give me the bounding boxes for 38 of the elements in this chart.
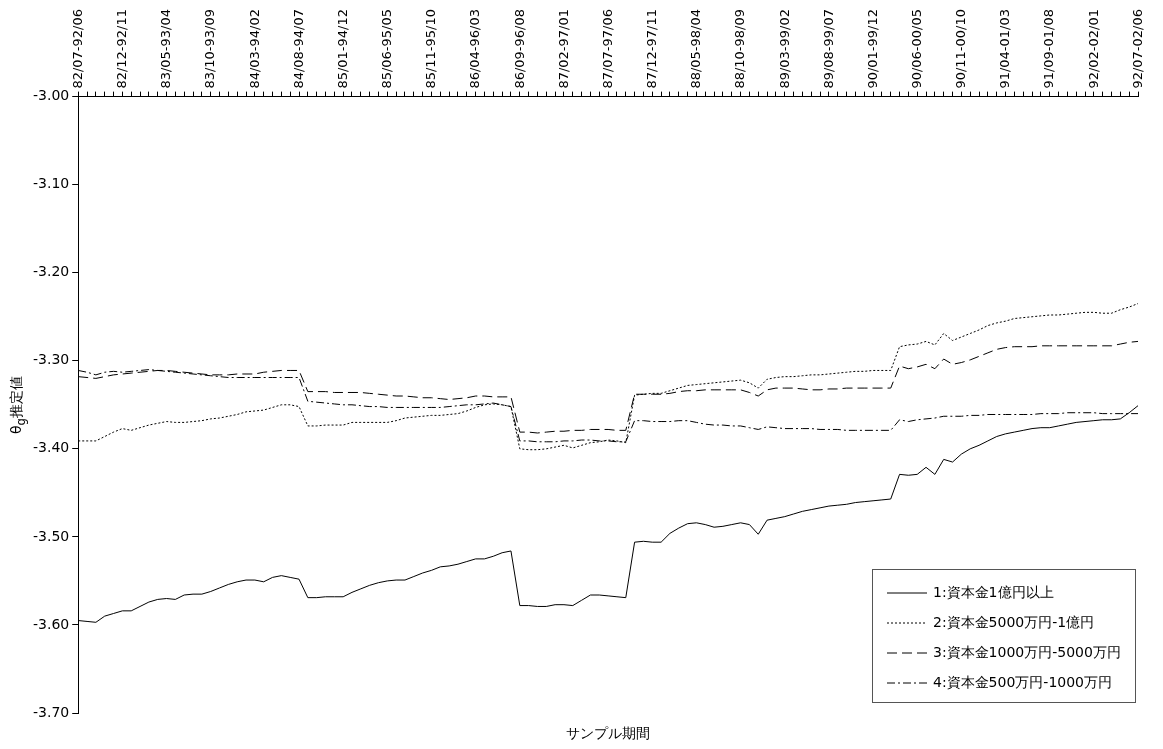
x-tick-label: 82/07-92/06 [70,8,85,89]
y-tick-label: -3.10 [32,175,70,192]
x-tick-label: 84/03-94/02 [246,8,262,89]
y-tick-label: -3.60 [32,615,70,632]
x-tick-label: 86/04-96/03 [467,8,483,89]
legend-label: 2:資本金5000万円-1億円 [933,614,1095,632]
x-tick-label: 92/07-02/06 [1129,8,1145,89]
legend-label: 3:資本金1000万円-5000万円 [933,644,1121,662]
x-tick-label: 91/04-01/03 [997,8,1013,89]
x-tick-label: 87/12-97/11 [644,8,660,89]
x-tick-label: 87/07-97/06 [599,8,615,89]
y-tick-label: -3.20 [32,263,70,280]
x-tick-label: 88/05-98/04 [688,8,704,89]
x-tick-label: 90/06-00/05 [908,8,924,89]
x-axis-title: サンプル期間 [566,725,651,743]
y-tick-label: -3.30 [32,351,70,368]
x-tick-label: 85/11-95/10 [423,8,439,89]
x-tick-label: 88/10-98/09 [732,8,748,89]
x-tick-label: 89/03-99/02 [776,8,792,89]
x-tick-label: 82/12-92/11 [114,8,130,89]
y-tick-label: -3.40 [32,439,70,456]
x-tick-label: 90/01-99/12 [864,8,880,89]
x-tick-label: 87/02-97/01 [555,8,571,89]
x-tick-label: 90/11-00/10 [953,8,969,89]
y-tick-label: -3.00 [32,87,70,104]
legend-label: 1:資本金1億円以上 [933,584,1054,602]
legend-label: 4:資本金500万円-1000万円 [933,674,1113,692]
x-tick-label: 91/09-01/08 [1041,8,1057,89]
x-tick-label: 83/10-93/09 [202,8,218,89]
x-tick-label: 85/06-95/05 [379,8,395,89]
y-tick-label: -3.70 [32,703,70,720]
x-tick-label: 86/09-96/08 [511,8,527,89]
x-tick-label: 83/05-93/04 [158,8,174,89]
x-tick-label: 89/08-99/07 [820,8,836,89]
x-tick-label: 85/01-94/12 [334,8,350,89]
y-tick-label: -3.50 [32,527,70,544]
x-tick-label: 92/02-02/01 [1085,8,1101,89]
x-tick-label: 84/08-94/07 [290,8,306,89]
